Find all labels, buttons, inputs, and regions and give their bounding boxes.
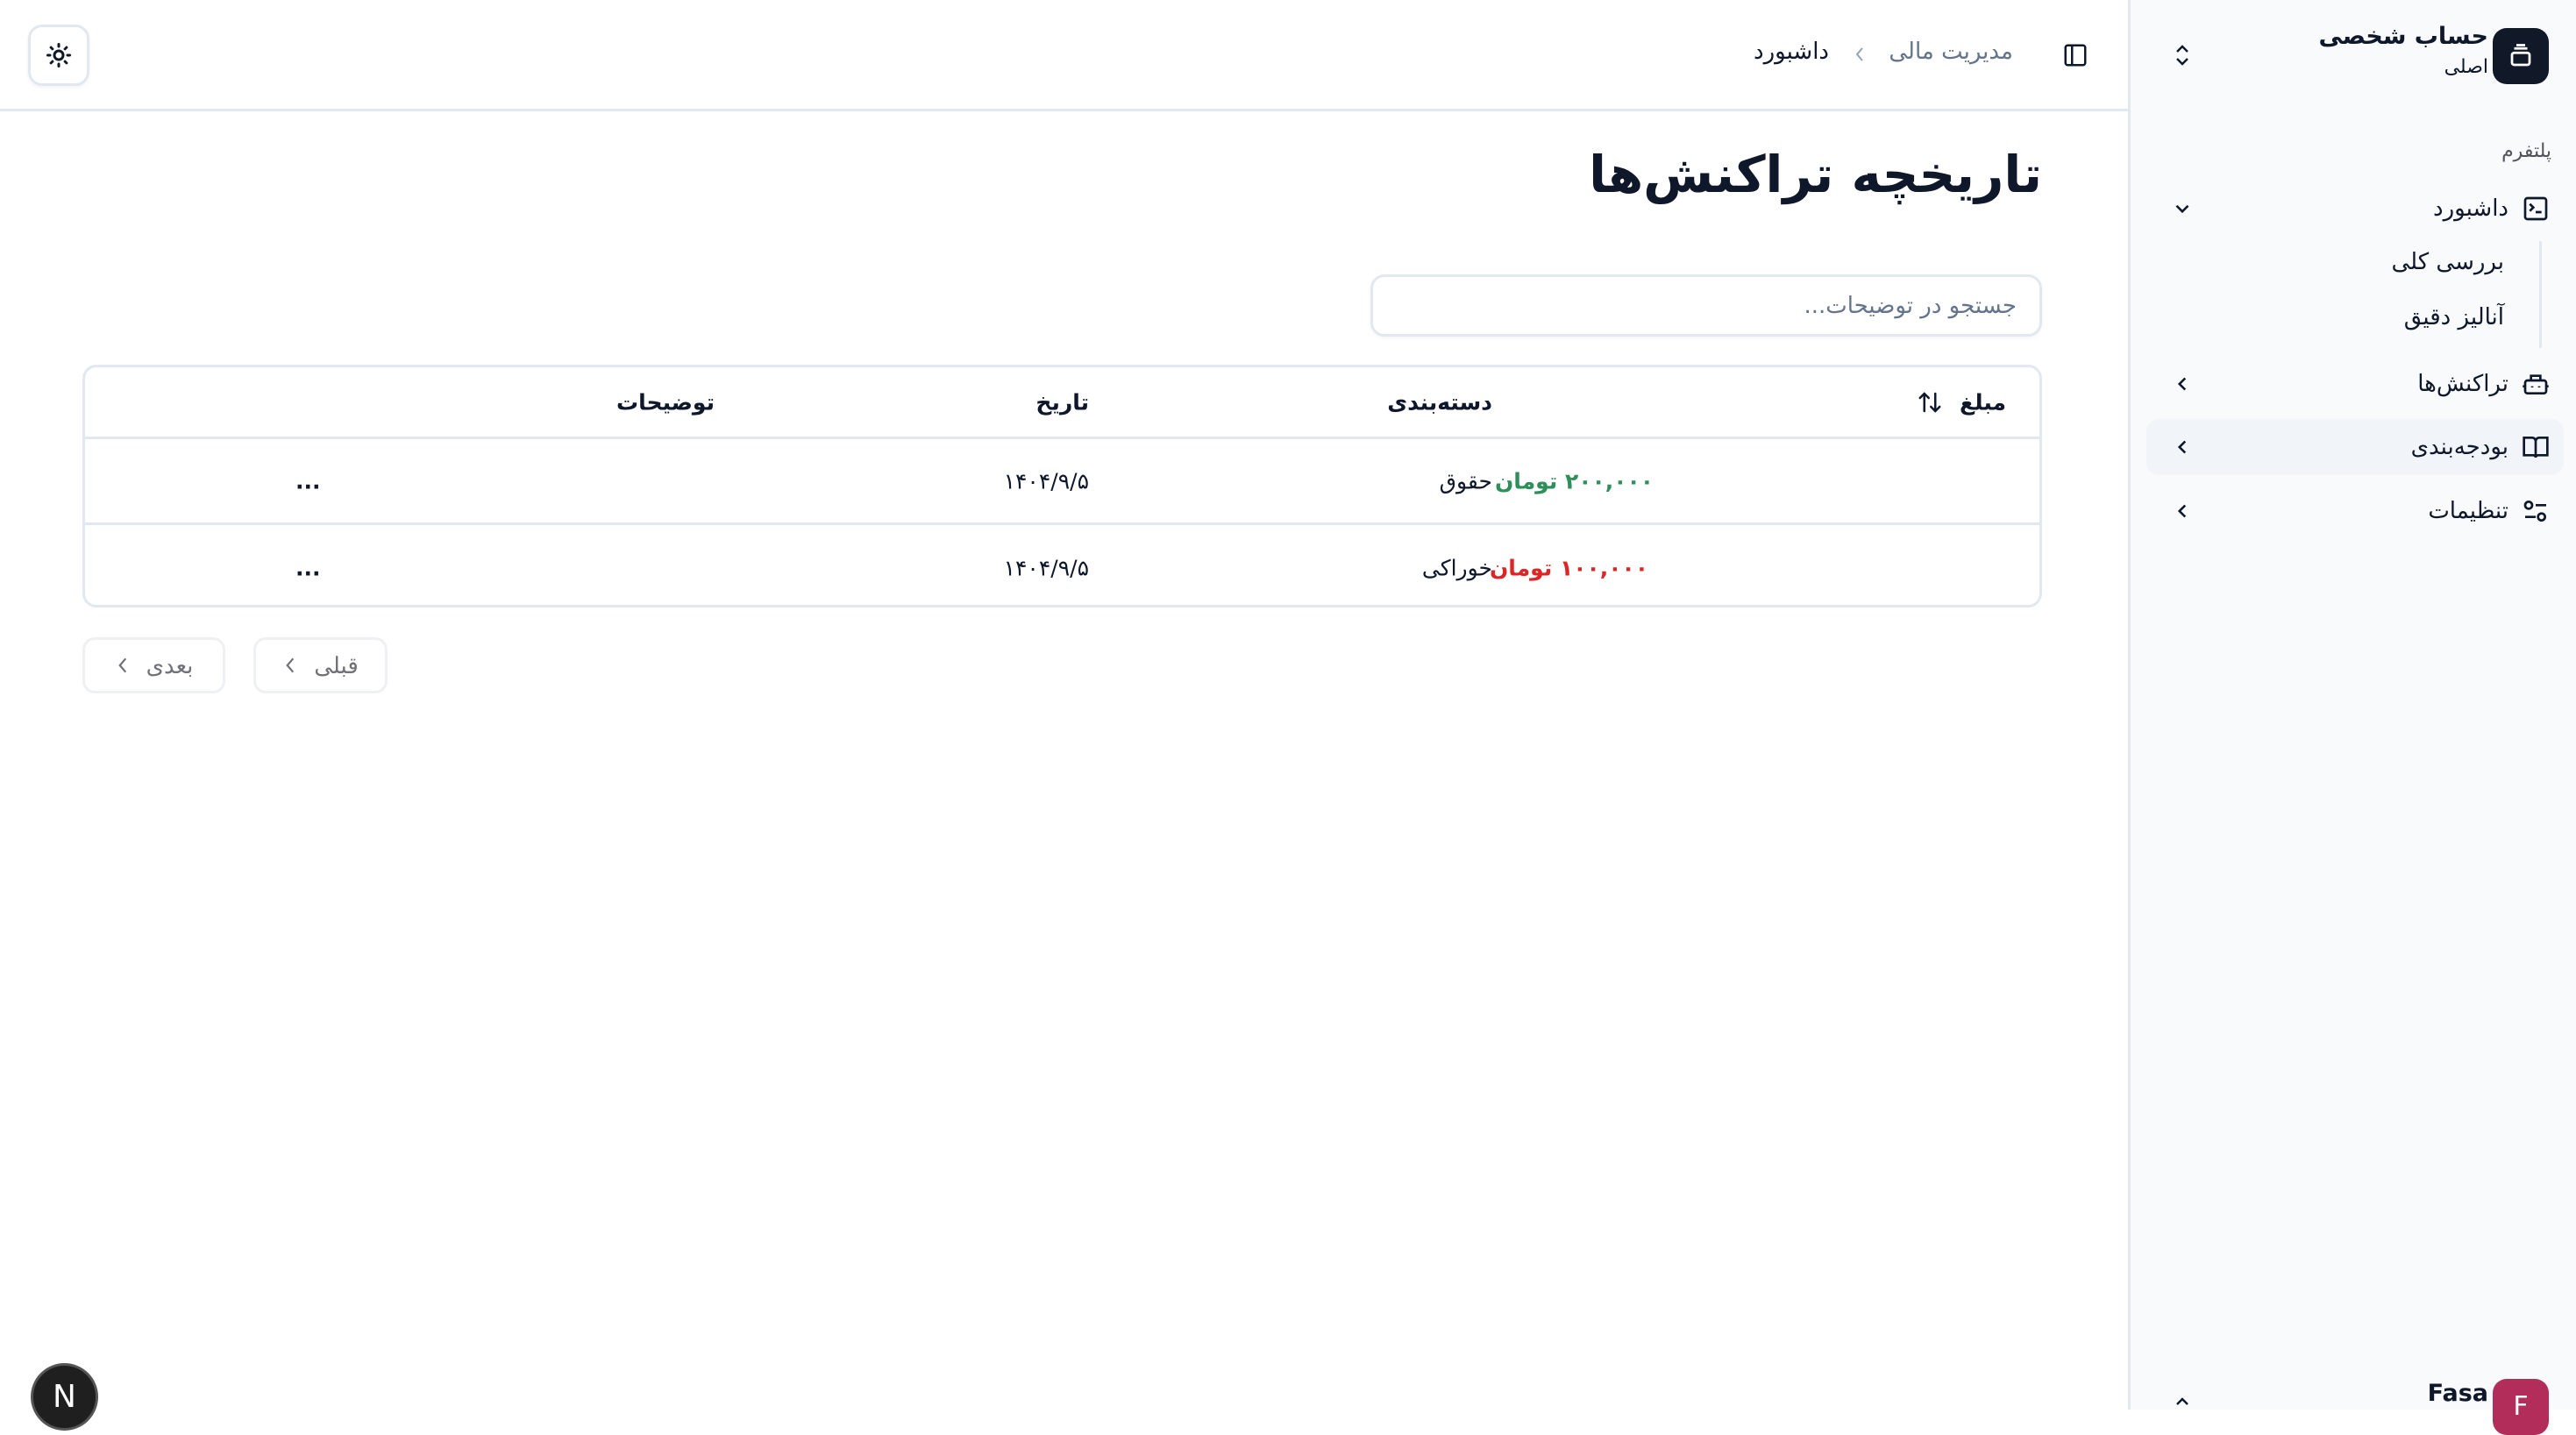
badge-letter: N xyxy=(53,1379,76,1415)
chevron-left-icon xyxy=(2177,504,2187,518)
sidebar-item-dashboard[interactable]: داشبورد xyxy=(2146,181,2564,237)
panel-left-icon[interactable] xyxy=(2062,42,2089,68)
sidebar-subitem-overview[interactable]: بررسی کلی xyxy=(2391,249,2504,275)
row-actions-button[interactable]: ... xyxy=(295,555,321,581)
chevron-left-icon xyxy=(2177,440,2187,454)
amount-cell: ۲۰۰,۰۰۰ تومان xyxy=(1494,468,1654,494)
user-menu[interactable]: Fasa xyxy=(2157,1368,2560,1410)
sidebar-item-transactions[interactable]: تراکنش‌ها xyxy=(2146,356,2564,412)
chevrons-up-down-icon xyxy=(2176,45,2188,66)
row-actions-button[interactable]: ... xyxy=(295,468,321,494)
dev-badge[interactable]: N xyxy=(31,1363,98,1431)
sidebar-item-label: تنظیمات xyxy=(2428,498,2508,524)
category-cell: حقوق xyxy=(1439,468,1492,494)
main-content: داشبورد مدیریت مالی تاریخچه تراکنش‌ها مب… xyxy=(0,0,2128,1431)
top-header: داشبورد مدیریت مالی xyxy=(0,0,2128,111)
column-header-category: دسته‌بندی xyxy=(1387,389,1492,415)
avatar-initial: F xyxy=(2513,1391,2529,1422)
sidebar-item-label: داشبورد xyxy=(2433,195,2508,222)
table-row: ۲۰۰,۰۰۰ تومان حقوق ۱۴۰۴/۹/۵ ... xyxy=(85,439,2039,525)
bot-icon xyxy=(2523,374,2549,394)
terminal-square-icon xyxy=(2523,196,2548,221)
breadcrumb-current: داشبورد xyxy=(1754,39,1829,65)
sidebar-item-budgeting[interactable]: بودجه‌بندی xyxy=(2146,419,2564,475)
chevron-left-icon xyxy=(2177,377,2187,391)
sidebar-subitem-analysis[interactable]: آنالیز دقیق xyxy=(2403,304,2504,330)
sidebar-item-label: تراکنش‌ها xyxy=(2417,371,2508,397)
theme-toggle-button[interactable] xyxy=(28,25,89,86)
previous-label: قبلی xyxy=(314,651,359,678)
wallet-icon xyxy=(2510,44,2531,67)
sidebar-group-label: پلتفرم xyxy=(2501,140,2551,162)
account-subtitle: اصلی xyxy=(2444,56,2488,78)
submenu-divider xyxy=(2539,241,2542,348)
column-header-amount[interactable]: مبلغ xyxy=(1960,389,2006,415)
date-cell: ۱۴۰۴/۹/۵ xyxy=(1003,555,1089,581)
category-cell: خوراکی xyxy=(1421,555,1492,581)
account-icon-box xyxy=(2493,28,2549,84)
account-title: حساب شخصی xyxy=(2318,23,2488,50)
sidebar-item-settings[interactable]: تنظیمات xyxy=(2146,483,2564,539)
sidebar-item-label: بودجه‌بندی xyxy=(2410,434,2508,460)
column-header-date: تاریخ xyxy=(1035,389,1089,415)
account-switcher[interactable]: حساب شخصی اصلی xyxy=(2157,18,2560,91)
amount-cell: ۱۰۰,۰۰۰ تومان xyxy=(1489,555,1648,581)
breadcrumb-link[interactable]: مدیریت مالی xyxy=(1889,39,2013,65)
user-avatar[interactable]: F xyxy=(2493,1379,2549,1435)
sort-arrows-icon[interactable] xyxy=(1917,389,1943,416)
chevron-left-icon xyxy=(286,657,295,673)
table-row: ۱۰۰,۰۰۰ تومان خوراکی ۱۴۰۴/۹/۵ ... xyxy=(85,525,2039,605)
table-header-row: مبلغ دسته‌بندی تاریخ توضیحات xyxy=(85,367,2039,439)
search-input[interactable] xyxy=(1370,274,2042,337)
sidebar: حساب شخصی اصلی پلتفرم داشبورد بررسی کلی … xyxy=(2128,0,2576,1435)
next-label: بعدی xyxy=(146,651,194,678)
next-page-button[interactable]: بعدی xyxy=(82,637,225,693)
previous-page-button[interactable]: قبلی xyxy=(253,637,388,693)
breadcrumb-chevron-icon xyxy=(1855,47,1863,61)
chevron-left-icon xyxy=(117,657,126,673)
column-header-description: توضیحات xyxy=(616,389,715,415)
date-cell: ۱۴۰۴/۹/۵ xyxy=(1003,468,1089,494)
transactions-table: مبلغ دسته‌بندی تاریخ توضیحات ۲۰۰,۰۰۰ توم… xyxy=(82,365,2042,607)
chevron-down-icon xyxy=(2175,204,2189,214)
settings-sliders-icon xyxy=(2523,501,2546,522)
user-name: Fasa xyxy=(2427,1380,2488,1407)
book-open-icon xyxy=(2523,437,2549,458)
chevron-up-icon xyxy=(2176,1397,2188,1405)
page-title: تاریخچه تراکنش‌ها xyxy=(1589,145,2042,204)
sun-icon xyxy=(46,43,71,67)
